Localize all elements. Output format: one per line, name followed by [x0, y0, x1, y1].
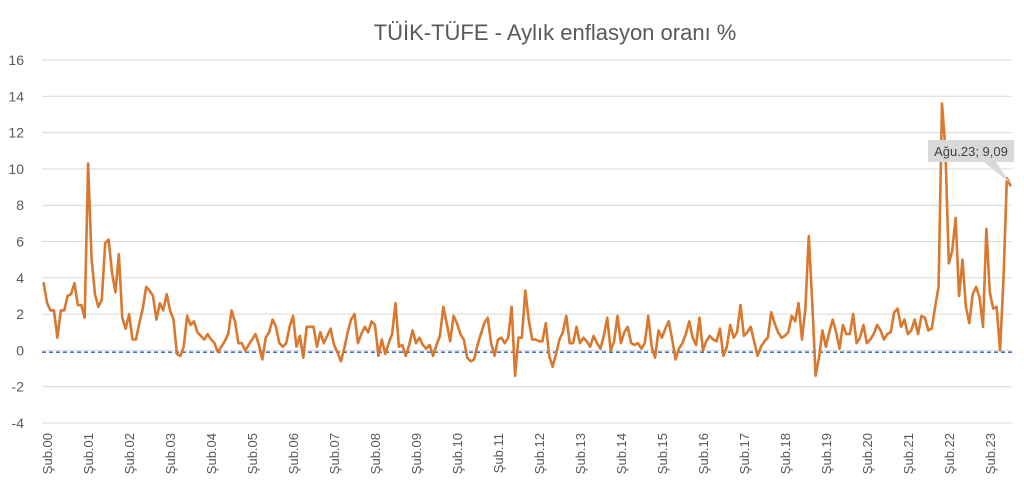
- x-tick-label: Şub.08: [368, 433, 383, 474]
- x-tick-label: Şub.18: [778, 433, 793, 474]
- x-tick-label: Şub.23: [983, 433, 998, 474]
- gridlines: [42, 59, 1012, 424]
- y-tick-label: 12: [8, 125, 24, 141]
- y-tick-label: -2: [12, 379, 25, 395]
- y-tick-label: 16: [8, 52, 24, 68]
- y-tick-label: 14: [8, 88, 24, 104]
- x-tick-label: Şub.03: [163, 433, 178, 474]
- series-line-monthly-inflation: [42, 102, 1012, 378]
- x-tick-label: Şub.14: [614, 433, 629, 474]
- x-tick-label: Şub.20: [860, 433, 875, 474]
- x-tick-label: Şub.17: [737, 433, 752, 474]
- x-tick-label: Şub.16: [696, 433, 711, 474]
- y-axis-ticks: 16 14 12 10 8 6 4 2 0 -2 -4: [8, 52, 24, 431]
- x-tick-label: Şub.07: [327, 433, 342, 474]
- x-tick-label: Şub.19: [819, 433, 834, 474]
- x-tick-label: Şub.12: [532, 433, 547, 474]
- x-tick-label: Şub.11: [491, 433, 506, 473]
- annotation-callout: Ağu.23; 9,09: [928, 140, 1014, 184]
- x-tick-label: Şub.15: [655, 433, 670, 474]
- x-tick-label: Şub.01: [81, 433, 96, 474]
- y-tick-label: -4: [12, 415, 25, 431]
- callout-label: Ağu.23; 9,09: [934, 144, 1008, 159]
- x-tick-label: Şub.09: [409, 433, 424, 474]
- y-tick-label: 6: [16, 234, 24, 250]
- y-tick-label: 8: [16, 197, 24, 213]
- x-tick-label: Şub.05: [245, 433, 260, 474]
- x-tick-label: Şub.04: [204, 433, 219, 474]
- x-tick-label: Şub.10: [450, 433, 465, 474]
- y-tick-label: 10: [8, 161, 24, 177]
- chart-title: TÜİK-TÜFE - Aylık enflasyon oranı %: [374, 20, 737, 45]
- x-tick-label: Şub.02: [122, 433, 137, 474]
- x-axis-ticks: Şub.00 Şub.01 Şub.02 Şub.03 Şub.04 Şub.05 Şub.…: [40, 433, 998, 474]
- y-tick-label: 4: [16, 270, 24, 286]
- y-tick-label: 2: [16, 306, 24, 322]
- x-tick-label: Şub.13: [573, 433, 588, 474]
- x-tick-label: Şub.22: [942, 433, 957, 474]
- callout-box: [928, 140, 1014, 184]
- x-tick-label: Şub.21: [901, 433, 916, 474]
- y-tick-label: 0: [16, 342, 24, 358]
- x-tick-label: Şub.00: [40, 433, 55, 474]
- x-tick-label: Şub.06: [286, 433, 301, 474]
